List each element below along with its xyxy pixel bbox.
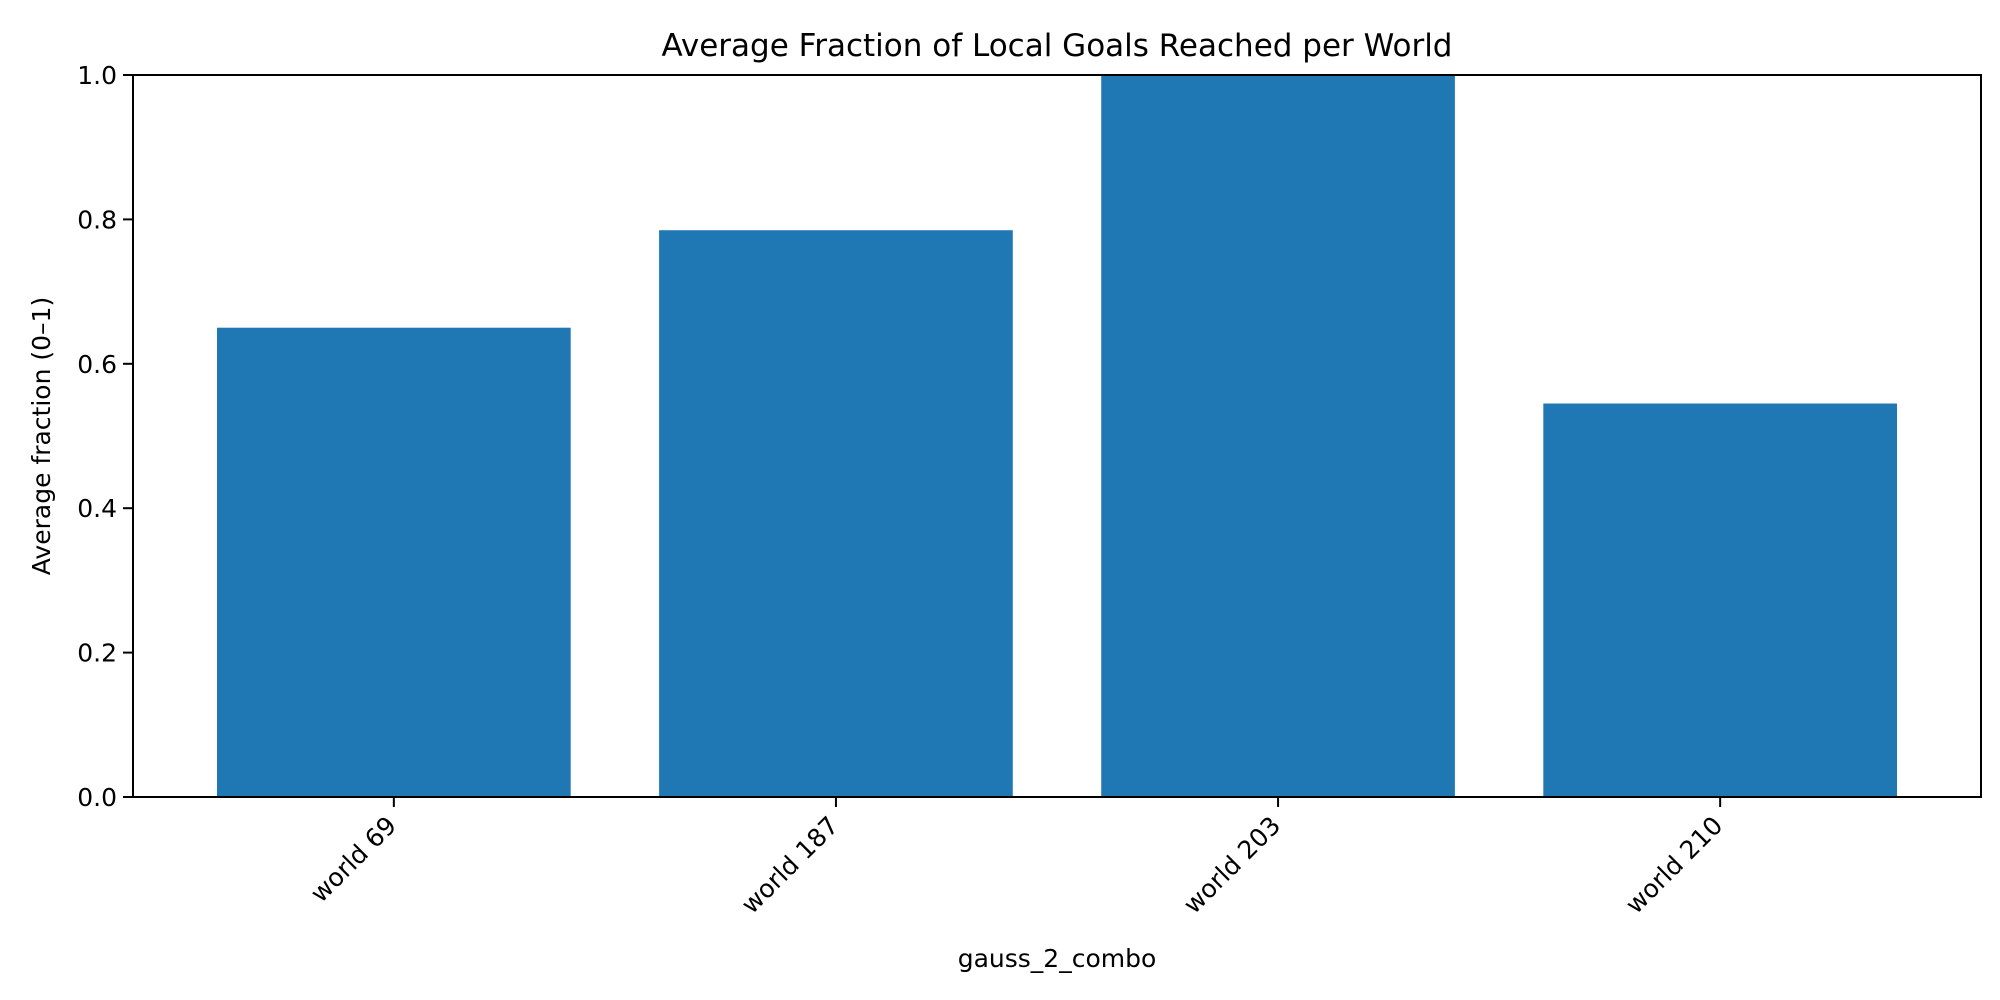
bar-world-187 xyxy=(659,230,1013,798)
y-tick-label: 1.0 xyxy=(77,61,117,90)
y-tick-label: 0.0 xyxy=(77,783,117,812)
y-tick-label: 0.2 xyxy=(77,639,117,668)
y-axis-ticks: 0.0 0.2 0.4 0.6 0.8 1.0 xyxy=(77,61,133,812)
bars-layer xyxy=(217,75,1897,798)
y-tick-label: 0.6 xyxy=(77,350,117,379)
bar-world-210 xyxy=(1543,403,1897,797)
plot-frame xyxy=(132,74,1982,798)
chart-title: Average Fraction of Local Goals Reached … xyxy=(662,28,1453,64)
x-axis-label: gauss_2_combo xyxy=(958,944,1157,973)
bar-world-69 xyxy=(217,327,571,797)
y-axis-label: Average fraction (0–1) xyxy=(27,297,56,575)
y-tick-label: 0.8 xyxy=(77,205,117,234)
axes-layer xyxy=(132,74,1982,798)
bar-world-203 xyxy=(1101,75,1455,797)
y-tick-label: 0.4 xyxy=(77,494,117,523)
